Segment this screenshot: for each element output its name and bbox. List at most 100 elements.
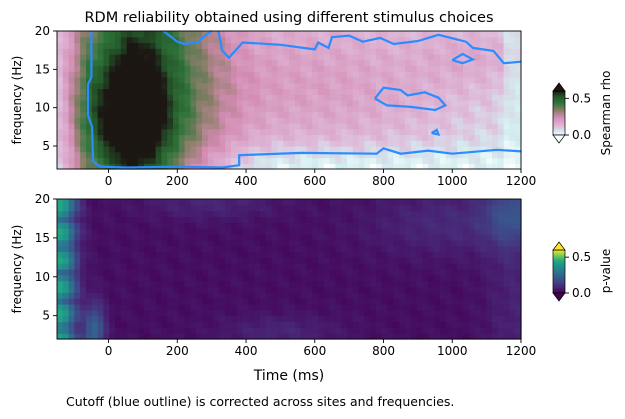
heatmap-cell: [323, 245, 331, 253]
heatmap-cell: [196, 88, 203, 95]
heatmap-cell: [231, 216, 238, 223]
heatmap-cell: [248, 54, 255, 61]
heatmap-cell: [312, 286, 319, 293]
heatmap-cell: [126, 48, 133, 55]
heatmap-cell: [341, 94, 348, 101]
heatmap-cell: [451, 134, 458, 141]
heatmap-cell: [410, 42, 418, 49]
heatmap-cell: [68, 48, 75, 55]
heatmap-cell: [294, 94, 302, 101]
heatmap-cell: [80, 321, 87, 328]
heatmap-cell: [515, 71, 522, 78]
heatmap-cell: [352, 309, 360, 317]
heatmap-cell: [480, 65, 487, 72]
heatmap-cell: [184, 327, 191, 334]
heatmap-cell: [74, 222, 81, 229]
heatmap-cell: [242, 105, 249, 113]
heatmap-cell: [300, 82, 307, 90]
heatmap-cell: [306, 128, 313, 136]
heatmap-cell: [474, 245, 481, 253]
heatmap-cell: [445, 333, 452, 340]
heatmap-cell: [149, 321, 157, 328]
heatmap-cell: [474, 82, 481, 90]
heatmap-cell: [294, 333, 302, 340]
heatmap-cell: [86, 71, 93, 78]
heatmap-cell: [439, 251, 447, 258]
heatmap-cell: [167, 216, 174, 223]
heatmap-cell: [74, 309, 81, 317]
heatmap-cell: [196, 280, 203, 288]
heatmap-cell: [410, 234, 418, 241]
heatmap-cell: [242, 309, 249, 317]
heatmap-cell: [416, 333, 423, 340]
heatmap-cell: [393, 280, 400, 288]
heatmap-cell: [439, 111, 447, 118]
heatmap-cell: [120, 59, 128, 67]
heatmap-cell: [254, 134, 261, 141]
heatmap-cell: [335, 263, 342, 270]
heatmap-cell: [202, 251, 209, 258]
heatmap-cell: [225, 216, 232, 223]
heatmap-cell: [312, 204, 319, 212]
heatmap-cell: [416, 48, 423, 55]
heatmap-cell: [422, 123, 429, 130]
heatmap-cell: [341, 222, 348, 229]
heatmap-cell: [503, 123, 510, 130]
heatmap-cell: [265, 157, 273, 164]
heatmap-cell: [347, 163, 354, 170]
heatmap-cell: [341, 140, 348, 147]
heatmap-cell: [109, 298, 116, 305]
heatmap-cell: [445, 234, 452, 241]
heatmap-cell: [207, 333, 215, 340]
heatmap-cell: [62, 77, 70, 84]
heatmap-cell: [381, 94, 389, 101]
heatmap-cell: [364, 48, 371, 55]
heatmap-cell: [283, 65, 290, 72]
heatmap-cell: [457, 88, 464, 95]
heatmap-cell: [97, 239, 104, 247]
heatmap-cell: [91, 128, 99, 136]
heatmap-cell: [254, 292, 261, 299]
heatmap-cell: [219, 245, 226, 253]
heatmap-cell: [434, 82, 441, 90]
heatmap-cell: [167, 123, 174, 130]
heatmap-cell: [254, 140, 261, 147]
heatmap-cell: [271, 251, 278, 258]
heatmap-cell: [329, 59, 336, 67]
heatmap-cell: [480, 88, 487, 95]
heatmap-cell: [509, 65, 516, 72]
heatmap-cell: [376, 333, 383, 340]
heatmap-cell: [213, 31, 220, 38]
heatmap-cell: [422, 48, 429, 55]
heatmap-cell: [410, 65, 418, 72]
heatmap-cell: [289, 228, 296, 235]
heatmap-cell: [109, 134, 116, 141]
heatmap-cell: [80, 228, 87, 235]
heatmap-cell: [387, 77, 394, 84]
heatmap-cell: [80, 245, 87, 253]
heatmap-cell: [289, 222, 296, 229]
heatmap-cell: [242, 48, 249, 55]
heatmap-cell: [381, 309, 389, 317]
heatmap-cell: [155, 321, 162, 328]
heatmap-cell: [399, 100, 406, 107]
heatmap-cell: [196, 117, 203, 124]
heatmap-cell: [376, 327, 383, 334]
heatmap-cell: [57, 42, 64, 49]
heatmap-cell: [323, 77, 331, 84]
heatmap-cell: [103, 333, 110, 340]
heatmap-cell: [422, 42, 429, 49]
heatmap-cell: [86, 42, 93, 49]
heatmap-cell: [202, 151, 209, 159]
heatmap-cell: [347, 117, 354, 124]
heatmap-cell: [103, 59, 110, 67]
heatmap-cell: [410, 274, 418, 282]
heatmap-cell: [120, 48, 128, 55]
heatmap-cell: [103, 157, 110, 164]
heatmap-cell: [515, 105, 522, 113]
heatmap-cell: [428, 269, 435, 276]
heatmap-cell: [57, 31, 64, 38]
heatmap-cell: [91, 59, 99, 67]
heatmap-cell: [486, 157, 493, 164]
heatmap-cell: [155, 257, 162, 264]
